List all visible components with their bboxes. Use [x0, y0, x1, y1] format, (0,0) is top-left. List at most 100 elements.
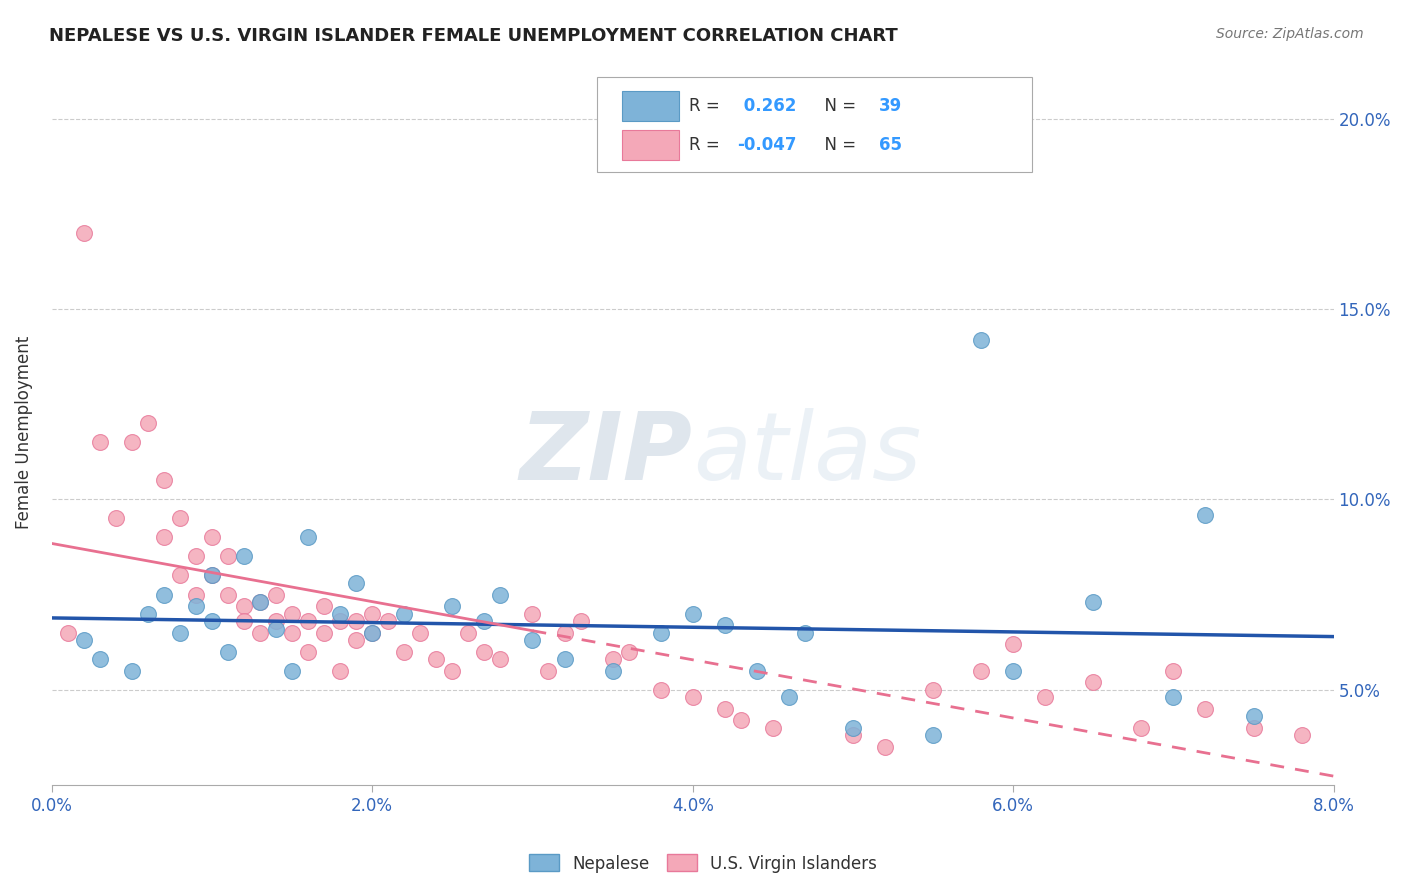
Point [297, 531, 319, 545]
Point [1243, 709, 1265, 723]
Point [361, 625, 384, 640]
Point [136, 607, 159, 621]
Text: 39: 39 [879, 97, 901, 115]
Text: ZIP: ZIP [520, 408, 693, 500]
Point [970, 664, 993, 678]
Point [56, 625, 79, 640]
Point [394, 644, 416, 658]
Point [169, 625, 191, 640]
Point [762, 721, 785, 735]
Point [201, 531, 224, 545]
Point [970, 333, 993, 347]
Point [553, 625, 575, 640]
Point [281, 664, 304, 678]
Point [569, 614, 592, 628]
Text: 65: 65 [879, 136, 901, 154]
Point [281, 607, 304, 621]
Point [489, 587, 512, 601]
Point [522, 633, 544, 648]
Point [617, 644, 640, 658]
Point [89, 435, 111, 450]
Point [682, 690, 704, 705]
Point [1291, 728, 1313, 742]
Point [184, 549, 207, 564]
Point [104, 511, 127, 525]
Point [1033, 690, 1056, 705]
Point [922, 728, 945, 742]
Point [184, 587, 207, 601]
Point [377, 614, 399, 628]
Y-axis label: Female Unemployment: Female Unemployment [15, 336, 32, 530]
Point [842, 728, 865, 742]
Point [217, 549, 239, 564]
Text: 0.262: 0.262 [738, 97, 796, 115]
Point [121, 664, 143, 678]
Point [650, 682, 672, 697]
Point [441, 599, 464, 613]
Text: atlas: atlas [693, 409, 921, 500]
Text: R =: R = [689, 97, 725, 115]
Text: -0.047: -0.047 [738, 136, 797, 154]
Point [329, 614, 352, 628]
Point [1194, 701, 1216, 715]
Point [233, 614, 256, 628]
Point [344, 576, 367, 591]
Point [730, 713, 752, 727]
Point [201, 614, 224, 628]
Text: N =: N = [814, 136, 862, 154]
Point [201, 568, 224, 582]
Point [73, 633, 96, 648]
Point [1243, 721, 1265, 735]
Point [297, 644, 319, 658]
Point [1130, 721, 1153, 735]
Point [922, 682, 945, 697]
Point [394, 607, 416, 621]
Point [249, 595, 271, 609]
Point [1002, 637, 1025, 651]
Point [537, 664, 560, 678]
Point [745, 664, 768, 678]
FancyBboxPatch shape [623, 130, 679, 160]
Point [264, 622, 287, 636]
Point [602, 652, 624, 666]
Text: Source: ZipAtlas.com: Source: ZipAtlas.com [1216, 27, 1364, 41]
Point [233, 599, 256, 613]
Point [249, 595, 271, 609]
Point [1194, 508, 1216, 522]
Point [1083, 675, 1105, 690]
Point [121, 435, 143, 450]
Point [873, 739, 896, 754]
Point [602, 664, 624, 678]
Point [842, 721, 865, 735]
Point [136, 417, 159, 431]
Point [169, 511, 191, 525]
Point [344, 614, 367, 628]
Point [281, 625, 304, 640]
Point [457, 625, 479, 640]
Point [153, 474, 176, 488]
Point [153, 531, 176, 545]
Point [361, 625, 384, 640]
Point [361, 607, 384, 621]
Text: R =: R = [689, 136, 725, 154]
Point [217, 587, 239, 601]
Point [489, 652, 512, 666]
Point [793, 625, 815, 640]
Point [314, 625, 336, 640]
Point [314, 599, 336, 613]
Point [201, 568, 224, 582]
Point [153, 587, 176, 601]
Point [73, 226, 96, 240]
Text: NEPALESE VS U.S. VIRGIN ISLANDER FEMALE UNEMPLOYMENT CORRELATION CHART: NEPALESE VS U.S. VIRGIN ISLANDER FEMALE … [49, 27, 898, 45]
Point [650, 625, 672, 640]
Point [297, 614, 319, 628]
Point [344, 633, 367, 648]
FancyBboxPatch shape [596, 78, 1032, 172]
Point [713, 618, 735, 632]
Point [329, 664, 352, 678]
Point [474, 644, 496, 658]
Point [682, 607, 704, 621]
Point [184, 599, 207, 613]
Point [329, 607, 352, 621]
FancyBboxPatch shape [623, 92, 679, 121]
